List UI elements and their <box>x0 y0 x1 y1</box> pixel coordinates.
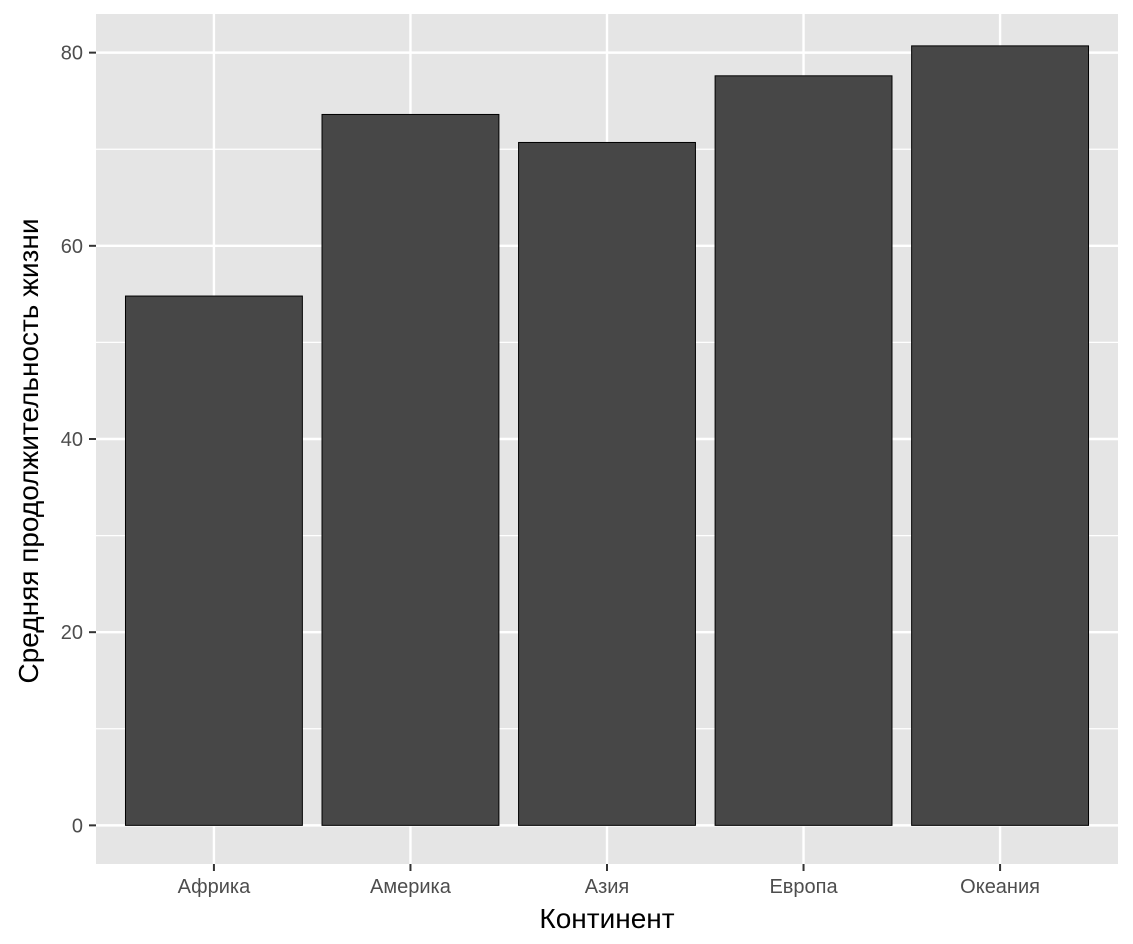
bar-5 <box>911 45 1090 826</box>
y-tick-label: 80 <box>61 43 83 65</box>
x-axis: Африка Америка Азия Европа Океания <box>178 864 1040 898</box>
bar-3 <box>518 141 696 826</box>
y-axis: 0 20 40 60 80 <box>61 43 96 837</box>
bar-2 <box>321 113 500 826</box>
bar-1 <box>124 295 303 826</box>
x-axis-title: Континент <box>539 903 674 934</box>
x-tick-label: Африка <box>178 876 252 898</box>
x-tick-label: Океания <box>960 876 1040 898</box>
y-tick-label: 0 <box>72 815 83 837</box>
bars <box>124 45 1090 826</box>
y-tick-label: 20 <box>61 622 83 644</box>
y-tick-label: 60 <box>61 236 83 258</box>
x-tick-label: Азия <box>585 876 630 898</box>
y-axis-title: Средняя продолжительность жизни <box>13 219 44 684</box>
bar-4 <box>714 75 893 826</box>
y-tick-label: 40 <box>61 429 83 451</box>
x-tick-label: Европа <box>769 876 838 898</box>
x-tick-label: Америка <box>370 876 452 898</box>
